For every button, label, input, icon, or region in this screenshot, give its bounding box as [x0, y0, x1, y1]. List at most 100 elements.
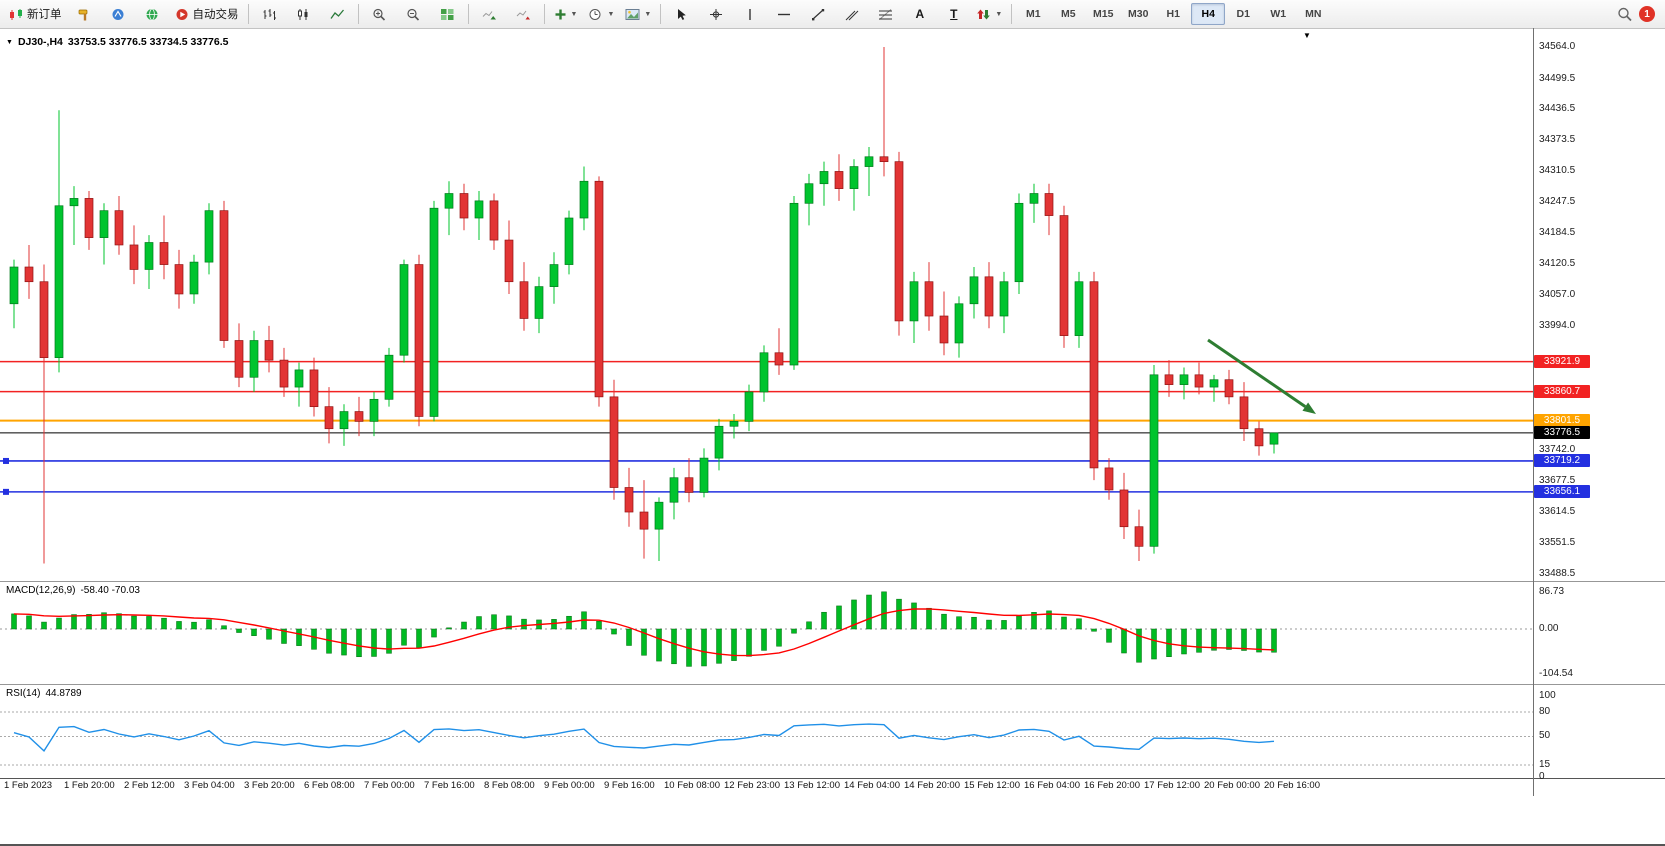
chart-title: ▼ DJ30-,H4 33753.5 33776.5 33734.5 33776…	[6, 36, 228, 48]
notification-badge[interactable]: 1	[1639, 6, 1655, 22]
chevron-down-icon: ▼	[995, 10, 1003, 18]
timeframe-button-H4[interactable]: H4	[1191, 3, 1226, 25]
timeframe-button-M30[interactable]: M30	[1128, 8, 1149, 20]
timeframe-button-MN[interactable]: MN	[1305, 8, 1322, 20]
navigator-button[interactable]	[102, 2, 135, 27]
timeframe-button-H1[interactable]: H1	[1166, 8, 1180, 20]
indicator-add-icon	[555, 9, 565, 19]
rsi-level-lines	[0, 711, 1533, 766]
vertical-line-tool-button[interactable]	[733, 2, 766, 27]
new-order-button[interactable]: 新订单	[4, 2, 67, 27]
candles	[9, 47, 1279, 564]
crosshair-tool-button[interactable]	[699, 2, 732, 27]
line-handle[interactable]	[3, 457, 9, 464]
time-label: 9 Feb 00:00	[544, 780, 595, 791]
macd-tick: 86.73	[1539, 585, 1565, 597]
arrows-tool-button[interactable]: ▼	[971, 2, 1007, 27]
time-label: 3 Feb 04:00	[184, 780, 235, 791]
time-label: 1 Feb 20:00	[64, 780, 115, 791]
price-tick: 33551.5	[1539, 537, 1576, 549]
price-tick: 34373.5	[1539, 134, 1576, 146]
macd-values: -58.40 -70.03	[80, 585, 140, 596]
toolbar-separator	[543, 4, 545, 24]
arrow-annotation[interactable]	[1207, 338, 1316, 414]
timeframe-button-M5[interactable]: M5	[1060, 8, 1076, 20]
line-chart-button[interactable]	[321, 2, 354, 27]
line-handle[interactable]	[3, 488, 9, 495]
chart-shift-icon	[516, 10, 530, 19]
vertical-line-icon	[749, 8, 751, 20]
zoom-out-icon	[406, 8, 419, 21]
symbol-collapse-icon[interactable]: ▼	[6, 38, 13, 46]
chevron-down-icon: ▼	[607, 10, 615, 18]
cursor-tool-button[interactable]	[665, 2, 698, 27]
tile-windows-button[interactable]	[431, 2, 464, 27]
chart-shift-marker-icon[interactable]: ▼	[1303, 31, 1311, 40]
time-label: 14 Feb 04:00	[844, 780, 900, 791]
toolbar: 新订单 自动交易	[0, 0, 1665, 29]
fibonacci-tool-button[interactable]	[869, 2, 902, 27]
rsi-tick: 80	[1539, 706, 1551, 717]
price-tick: 33742.0	[1539, 443, 1576, 455]
toolbar-separator	[660, 4, 662, 24]
search-icon[interactable]	[1617, 7, 1633, 22]
time-label: 2 Feb 12:00	[124, 780, 175, 791]
time-label: 7 Feb 16:00	[424, 780, 475, 791]
level-price-tag: 33921.9	[1534, 354, 1590, 368]
tile-windows-icon	[440, 8, 453, 20]
main-chart-pane[interactable]	[0, 28, 1533, 581]
horizontal-line-icon	[777, 13, 790, 15]
strategy-tester-button[interactable]	[68, 2, 101, 27]
candlestick-chart-button[interactable]	[287, 2, 320, 27]
rsi-pane[interactable]	[0, 686, 1533, 778]
timeframe-button-M1[interactable]: M1	[1025, 8, 1041, 20]
templates-button[interactable]: ▼	[620, 2, 656, 27]
chevron-down-icon: ▼	[644, 10, 652, 18]
pane-separator[interactable]	[0, 684, 1665, 685]
price-tick: 34120.5	[1539, 258, 1576, 270]
pane-separator[interactable]	[0, 581, 1665, 582]
timeframe-group: M1 M5 M15 M30 H1 H4 D1 W1 MN	[1016, 3, 1330, 25]
channel-tool-button[interactable]	[835, 2, 868, 27]
new-order-label: 新订单	[27, 9, 62, 21]
rsi-line	[13, 723, 1275, 752]
price-tick: 34499.5	[1539, 72, 1576, 84]
zoom-out-button[interactable]	[397, 2, 430, 27]
bar-chart-icon	[263, 8, 276, 20]
label-tool-button[interactable]: T	[937, 2, 970, 27]
label-tool-icon: T	[950, 7, 958, 21]
periods-button[interactable]: ▼	[583, 2, 619, 27]
zoom-in-button[interactable]	[363, 2, 396, 27]
bar-chart-button[interactable]	[253, 2, 286, 27]
market-button[interactable]	[136, 2, 169, 27]
level-price-tag: 33801.5	[1534, 413, 1590, 427]
indicators-button[interactable]: ▼	[549, 2, 583, 27]
globe-icon	[146, 8, 157, 20]
timeframe-button-D1[interactable]: D1	[1236, 8, 1250, 20]
level-price-tag: 33656.1	[1534, 484, 1590, 498]
price-tick: 33994.0	[1539, 320, 1576, 332]
toolbar-separator	[247, 4, 249, 24]
auto-scroll-button[interactable]	[473, 2, 506, 27]
price-tick: 34436.5	[1539, 103, 1576, 115]
rsi-tick: 50	[1539, 730, 1551, 742]
chart-title-ohlc: 33753.5 33776.5 33734.5 33776.5	[67, 36, 229, 48]
timeframe-button-M15[interactable]: M15	[1093, 8, 1114, 20]
text-tool-button[interactable]: A	[903, 2, 936, 27]
trendline-tool-button[interactable]	[801, 2, 834, 27]
macd-tick: 0.00	[1539, 623, 1559, 634]
time-label: 20 Feb 16:00	[1264, 780, 1320, 791]
arrows-icon	[977, 9, 991, 19]
timeframe-button-W1[interactable]: W1	[1270, 8, 1287, 20]
autotrading-label: 自动交易	[192, 9, 239, 21]
time-label: 12 Feb 23:00	[724, 780, 780, 791]
macd-signal-line	[13, 608, 1275, 657]
horizontal-line-tool-button[interactable]	[767, 2, 800, 27]
price-tick: 34564.0	[1539, 41, 1576, 52]
macd-pane[interactable]	[0, 583, 1533, 683]
window-bottom-edge	[0, 844, 1665, 846]
chart-shift-button[interactable]	[507, 2, 540, 27]
autotrading-button[interactable]: 自动交易	[170, 2, 244, 27]
time-label: 14 Feb 20:00	[904, 780, 960, 791]
